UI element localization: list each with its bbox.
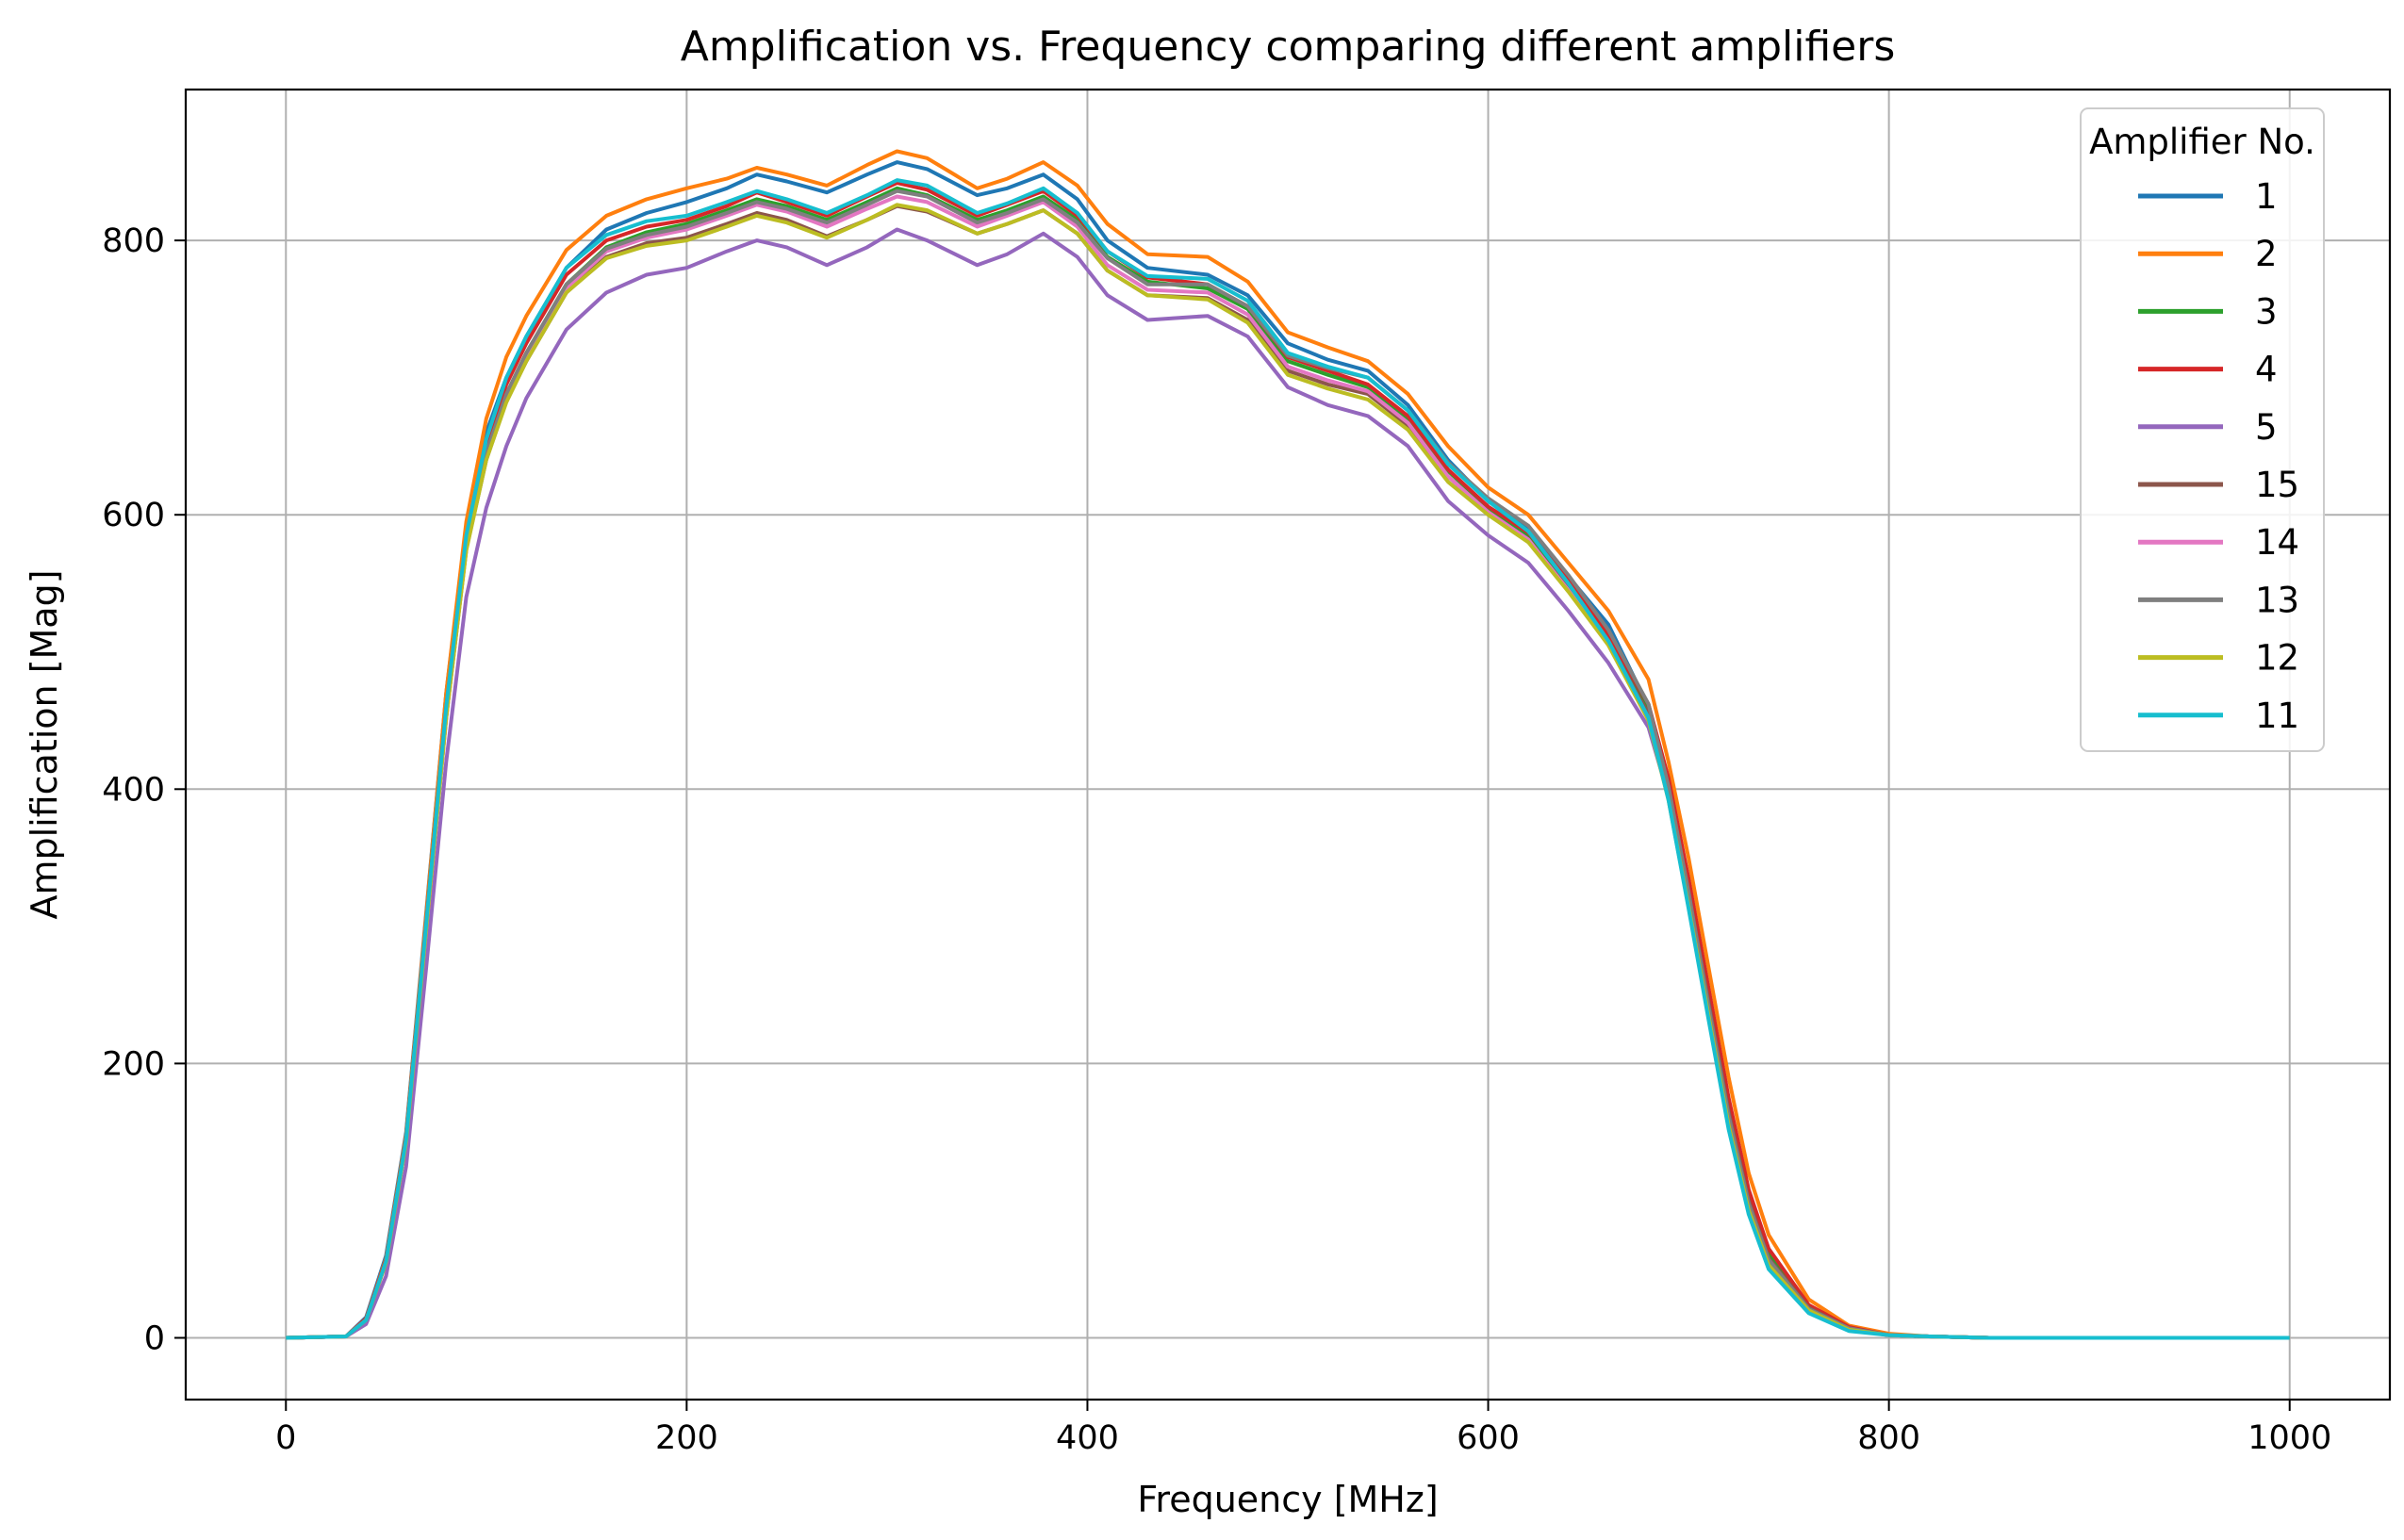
y-tick-label: 0 (144, 1320, 165, 1358)
legend-label-5: 5 (2255, 407, 2278, 448)
y-tick-label: 800 (102, 222, 165, 260)
y-tick-label: 600 (102, 497, 165, 534)
series-line-2 (286, 149, 2290, 1340)
x-tick-label: 800 (1857, 1419, 1920, 1457)
legend-label-15: 15 (2255, 465, 2299, 505)
legend-label-12: 12 (2255, 638, 2299, 679)
x-tick-label: 0 (275, 1419, 296, 1457)
y-tick-label: 400 (102, 771, 165, 809)
legend-label-4: 4 (2255, 350, 2278, 390)
grid-lines (186, 90, 2390, 1400)
legend-box (2080, 107, 2325, 752)
series-line-14 (286, 194, 2290, 1340)
plot-frame (184, 88, 2392, 1401)
y-tick-label: 200 (102, 1045, 165, 1083)
legend-label-3: 3 (2255, 291, 2278, 332)
series-line-13 (286, 188, 2290, 1340)
series-line-5 (286, 227, 2290, 1340)
series-line-12 (286, 203, 2290, 1340)
legend-label-13: 13 (2255, 580, 2299, 620)
series-lines (286, 149, 2290, 1340)
legend-title: Amplifier No. (2089, 122, 2315, 162)
x-tick-label: 1000 (2248, 1419, 2331, 1457)
legend-label-1: 1 (2255, 176, 2278, 217)
legend-label-14: 14 (2255, 522, 2299, 563)
y-axis-label: Amplification [Mag] (24, 569, 65, 919)
x-axis-label: Frequency [MHz] (1137, 1479, 1438, 1520)
x-tick-label: 400 (1056, 1419, 1119, 1457)
legend-label-11: 11 (2255, 696, 2299, 736)
series-line-1 (286, 160, 2290, 1340)
series-line-3 (286, 186, 2290, 1340)
axis-ticks: 0 200 400 600 800 1000 0 200 400 600 800 (102, 222, 2331, 1457)
x-tick-label: 200 (655, 1419, 718, 1457)
x-tick-label: 600 (1457, 1419, 1520, 1457)
legend-label-2: 2 (2255, 234, 2278, 274)
chart-title: Amplification vs. Frequency comparing di… (681, 23, 1896, 71)
series-line-11 (286, 178, 2290, 1340)
